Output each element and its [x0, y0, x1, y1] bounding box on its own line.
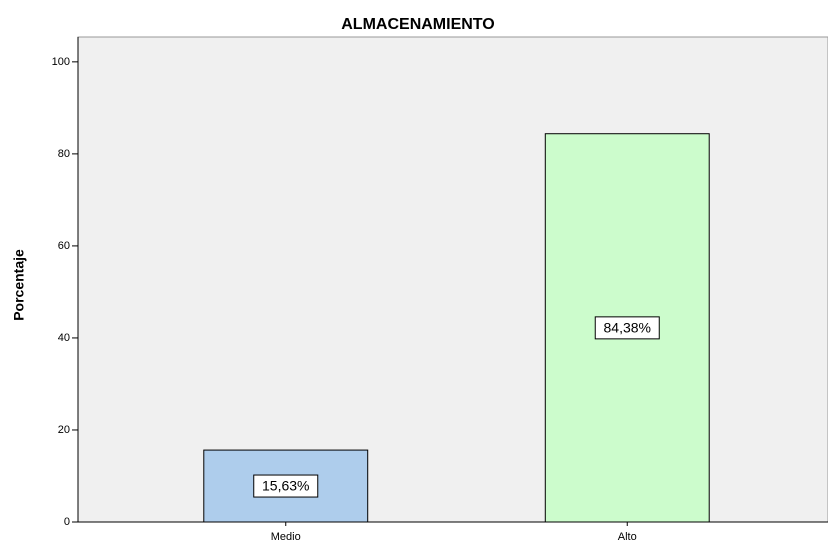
y-tick-label: 80 — [58, 148, 70, 160]
value-label: 84,38% — [604, 320, 651, 336]
y-tick-label: 0 — [64, 516, 70, 528]
bar — [203, 449, 369, 523]
value-label-box — [594, 316, 660, 340]
y-tick-label: 40 — [58, 332, 70, 344]
value-label: 15,63% — [262, 478, 309, 494]
y-tick-label: 60 — [58, 240, 70, 252]
chart-title: ALMACENAMIENTO — [341, 16, 494, 33]
y-tick-label: 100 — [52, 56, 70, 68]
y-tick-label: 20 — [58, 424, 70, 436]
y-axis-label: Porcentaje — [11, 249, 27, 321]
plot-area — [77, 36, 828, 523]
x-tick-label: Alto — [618, 531, 637, 543]
value-label-box — [253, 474, 319, 498]
x-tick-label: Medio — [271, 531, 301, 543]
